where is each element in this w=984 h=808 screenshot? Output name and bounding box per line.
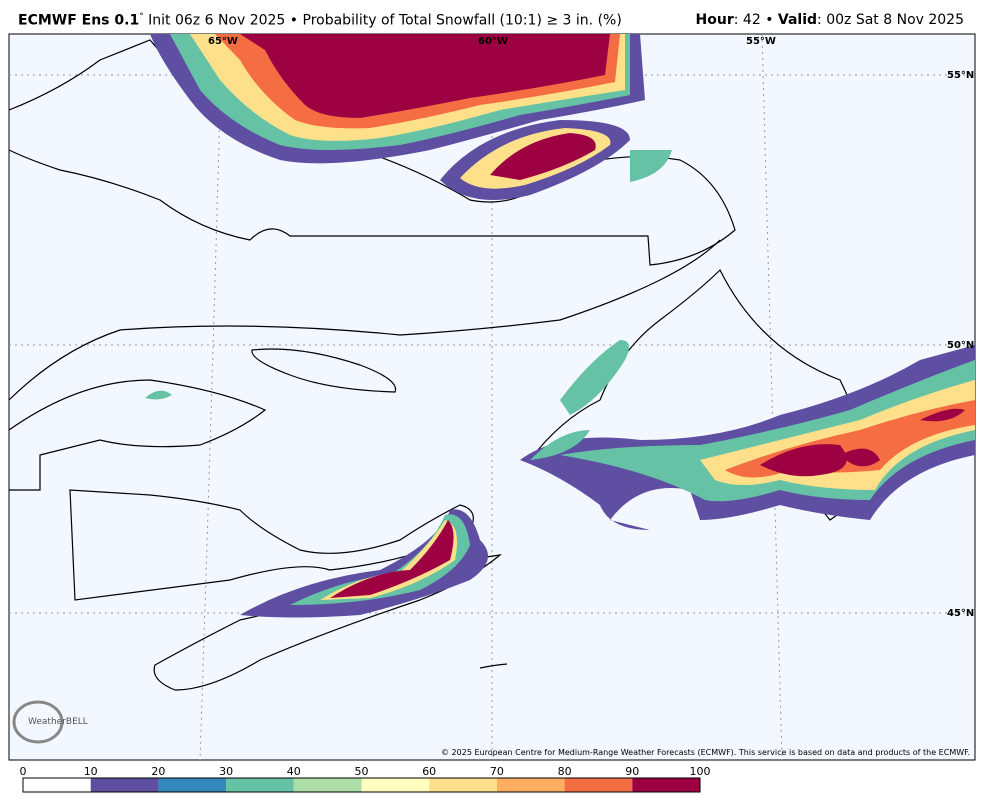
colorbar-tick-label: 10: [84, 765, 98, 778]
colorbar-tick-label: 70: [490, 765, 504, 778]
colorbar-segment: [361, 778, 430, 792]
lat-label: 50°N: [947, 340, 974, 351]
lon-label: 65°W: [208, 36, 238, 47]
snowfall-field: [145, 34, 975, 618]
degree: °: [139, 12, 144, 22]
map-labels: 65°W 60°W 55°W 55°N 50°N 45°N: [208, 36, 974, 619]
lon-label: 55°W: [746, 36, 776, 47]
colorbar-segment: [564, 778, 633, 792]
colorbar: 0 10 20 30 40 50 60 70 80 90 100: [20, 765, 711, 793]
colorbar-segment: [23, 778, 91, 792]
colorbar-segment: [496, 778, 565, 792]
colorbar-tick-label: 40: [287, 765, 301, 778]
colorbar-tick-label: 20: [151, 765, 165, 778]
colorbar-tick-label: 80: [558, 765, 572, 778]
colorbar-tick-label: 30: [219, 765, 233, 778]
copyright: © 2025 European Centre for Medium-Range …: [441, 748, 970, 757]
logo: WeatherBELL: [28, 717, 88, 727]
logo-mark: [12, 700, 64, 744]
colorbar-segment: [429, 778, 497, 792]
valid-value: : 00z Sat 8 Nov 2025: [817, 12, 964, 28]
lat-label: 55°N: [947, 70, 974, 81]
header-right: Hour: 42 • Valid: 00z Sat 8 Nov 2025: [696, 12, 964, 28]
colorbar-tick-label: 0: [20, 765, 27, 778]
colorbar-segment: [158, 778, 227, 792]
model-name: ECMWF Ens 0.1: [18, 12, 140, 29]
colorbar-segment: [293, 778, 362, 792]
valid-label: Valid: [777, 12, 818, 28]
lon-label: 60°W: [478, 36, 508, 47]
hour-value: : 42 •: [733, 12, 778, 28]
colorbar-segment: [632, 778, 700, 792]
colorbar-tick-label: 100: [690, 765, 711, 778]
colorbar-border: [22, 777, 701, 793]
colorbar-tick-label: 60: [422, 765, 436, 778]
hour-label: Hour: [695, 12, 734, 28]
colorbar-segment: [226, 778, 294, 792]
description: Init 06z 6 Nov 2025 • Probability of Tot…: [143, 12, 622, 29]
colorbar-tick-label: 50: [355, 765, 369, 778]
colorbar-segment: [90, 778, 159, 792]
lat-label: 45°N: [947, 608, 974, 619]
colorbar-tick-label: 90: [625, 765, 639, 778]
header-left: ECMWF Ens 0.1° Init 06z 6 Nov 2025 • Pro…: [18, 12, 622, 29]
